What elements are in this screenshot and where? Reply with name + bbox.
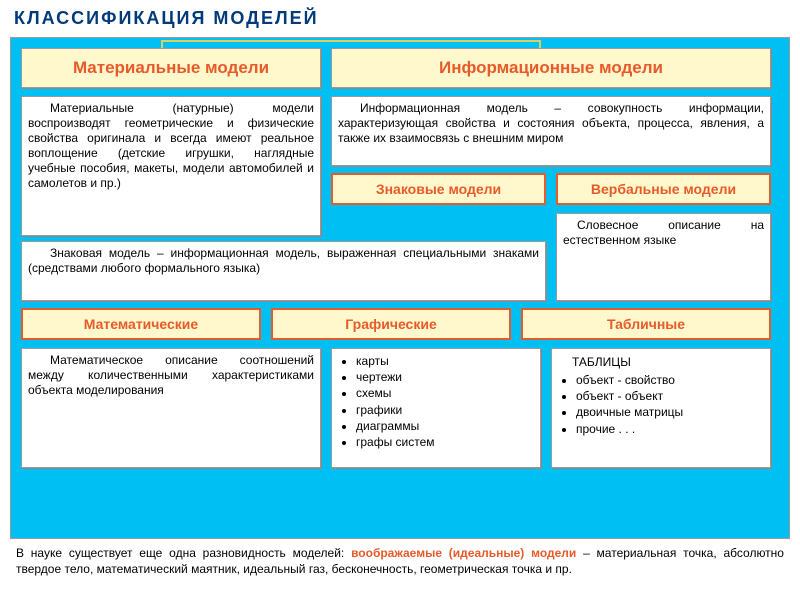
footer-accent: воображаемые (идеальные) модели <box>351 546 576 560</box>
graph-item: карты <box>356 353 534 369</box>
desc-material: Материальные (натурные) модели воспроизв… <box>21 96 321 236</box>
table-item: объект - объект <box>576 388 764 404</box>
desc-math: Математическое описание соотношений межд… <box>21 348 321 468</box>
table-item: прочие . . . <box>576 421 764 437</box>
graph-item: чертежи <box>356 369 534 385</box>
graph-item: схемы <box>356 385 534 401</box>
table-list: объект - свойствообъект - объектдвоичные… <box>558 372 764 437</box>
header-information: Информационные модели <box>331 48 771 88</box>
header-material: Материальные модели <box>21 48 321 88</box>
cat-graph: Графические <box>271 308 511 340</box>
connector <box>161 40 163 48</box>
graph-item: графы систем <box>356 434 534 450</box>
cat-math: Математические <box>21 308 261 340</box>
sub-verbal: Вербальные модели <box>556 173 771 205</box>
page-title: КЛАССИФИКАЦИЯ МОДЕЛЕЙ <box>0 0 800 37</box>
table-item: объект - свойство <box>576 372 764 388</box>
desc-information: Информационная модель – совокупность инф… <box>331 96 771 166</box>
connector <box>161 40 541 42</box>
graph-item: диаграммы <box>356 418 534 434</box>
desc-verbal: Словесное описание на естественном языке <box>556 213 771 301</box>
desc-table: ТАБЛИЦЫ объект - свойствообъект - объект… <box>551 348 771 468</box>
table-item: двоичные матрицы <box>576 404 764 420</box>
graph-item: графики <box>356 402 534 418</box>
connector <box>539 40 541 48</box>
desc-graph: картычертежисхемыграфикидиаграммыграфы с… <box>331 348 541 468</box>
sub-sign: Знаковые модели <box>331 173 546 205</box>
footer-note: В науке существует еще одна разновидност… <box>0 539 800 583</box>
cat-table: Табличные <box>521 308 771 340</box>
diagram-canvas: Материальные модели Информационные модел… <box>10 37 790 539</box>
desc-sign: Знаковая модель – информационная модель,… <box>21 241 546 301</box>
graph-list: картычертежисхемыграфикидиаграммыграфы с… <box>338 353 534 450</box>
footer-pre: В науке существует еще одна разновидност… <box>16 546 351 560</box>
table-head: ТАБЛИЦЫ <box>558 353 764 372</box>
